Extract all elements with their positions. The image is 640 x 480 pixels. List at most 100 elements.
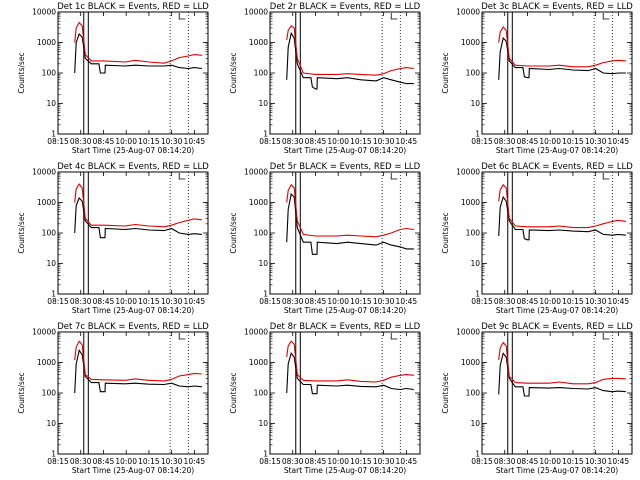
plot-frame [481,331,633,455]
y-axis-label: Counts/sec [441,372,450,413]
x-tick-label: 10:00 [115,297,137,306]
plot-frame [57,11,209,135]
y-tick-label: 10000 [32,328,56,337]
x-tick-label: 10:00 [327,457,349,466]
x-tick-label: 08:15 [259,457,281,466]
plot-frame [269,11,421,135]
y-tick-label: 1 [475,290,480,299]
top-bracket-marker [178,333,186,340]
red-series-line [286,340,414,383]
x-tick-label: 08:30 [494,297,516,306]
x-axis-label: Start Time (25-Aug-07 08:14:20) [496,146,618,155]
x-axis-label: Start Time (25-Aug-07 08:14:20) [496,466,618,475]
panel-title: Det 8r BLACK = Events, RED = LLD [270,322,421,332]
top-bracket-marker [178,173,186,180]
red-series-line [74,340,202,382]
x-tick-label: 10:45 [184,457,206,466]
x-tick-label: 08:45 [93,457,115,466]
plot-frame [481,171,633,295]
x-tick-label: 10:15 [350,297,372,306]
panel-title: Det 7c BLACK = Events, RED = LLD [57,322,209,332]
y-tick-label: 10 [46,419,56,428]
x-tick-label: 08:15 [471,457,493,466]
x-tick-label: 10:30 [373,297,395,306]
black-series-line [498,36,626,80]
x-tick-label: 08:15 [47,457,69,466]
y-tick-label: 1 [475,450,480,459]
y-tick-label: 1 [263,450,268,459]
x-tick-label: 08:45 [305,297,327,306]
x-tick-label: 08:30 [282,137,304,146]
x-tick-label: 08:30 [282,297,304,306]
x-tick-label: 10:00 [327,137,349,146]
red-series-line [498,341,626,385]
x-tick-label: 08:45 [517,457,539,466]
y-tick-label: 100 [466,69,481,78]
y-tick-label: 1 [475,130,480,139]
black-series-line [74,32,202,74]
black-series-line [498,352,626,397]
plot-frame [57,171,209,295]
x-tick-label: 08:30 [494,457,516,466]
x-tick-label: 08:15 [471,137,493,146]
y-tick-label: 10000 [32,168,56,177]
x-tick-label: 10:15 [562,137,584,146]
top-bracket-marker [602,173,610,180]
y-tick-label: 10 [46,99,56,108]
x-tick-label: 08:45 [517,137,539,146]
y-tick-label: 100 [42,229,57,238]
plot-frame [269,331,421,455]
x-tick-label: 08:15 [47,137,69,146]
x-tick-label: 08:45 [93,137,115,146]
y-tick-label: 1000 [249,358,268,367]
panel-title: Det 5r BLACK = Events, RED = LLD [270,162,421,172]
y-tick-label: 1 [51,130,56,139]
top-bracket-marker [390,13,398,20]
x-tick-label: 10:30 [161,137,183,146]
x-tick-label: 10:45 [608,137,630,146]
x-tick-label: 10:15 [138,137,160,146]
red-series-line [286,25,414,76]
x-tick-label: 10:30 [373,137,395,146]
black-series-line [286,352,414,395]
red-series-line [74,183,202,228]
top-bracket-marker [390,173,398,180]
y-tick-label: 1000 [37,38,56,47]
y-tick-label: 1000 [37,198,56,207]
x-tick-label: 10:45 [608,297,630,306]
x-tick-label: 10:15 [350,457,372,466]
y-tick-label: 10 [470,419,480,428]
y-tick-label: 1000 [461,358,480,367]
y-tick-label: 1000 [461,38,480,47]
panel-title: Det 2r BLACK = Events, RED = LLD [270,2,421,12]
panel-title: Det 1c BLACK = Events, RED = LLD [57,2,209,12]
x-tick-label: 10:30 [161,457,183,466]
y-axis-label: Counts/sec [441,212,450,253]
x-tick-label: 08:30 [494,137,516,146]
x-tick-label: 08:30 [70,137,92,146]
y-tick-label: 100 [254,229,269,238]
y-tick-label: 1 [263,130,268,139]
red-series-line [498,183,626,229]
black-series-line [498,195,626,241]
y-axis-label: Counts/sec [441,52,450,93]
y-tick-label: 100 [42,69,57,78]
y-tick-label: 1 [51,290,56,299]
y-tick-label: 10 [470,99,480,108]
y-axis-label: Counts/sec [229,372,238,413]
x-tick-label: 08:45 [517,297,539,306]
red-series-line [286,183,414,238]
y-tick-label: 100 [466,389,481,398]
x-tick-label: 08:30 [70,457,92,466]
red-series-line [498,26,626,68]
x-tick-label: 10:00 [539,457,561,466]
y-tick-label: 1000 [37,358,56,367]
y-axis-label: Counts/sec [17,212,26,253]
x-tick-label: 10:30 [585,297,607,306]
x-tick-label: 10:15 [562,297,584,306]
x-tick-label: 08:30 [282,457,304,466]
y-axis-label: Counts/sec [229,212,238,253]
x-tick-label: 10:30 [161,297,183,306]
x-tick-label: 10:00 [539,137,561,146]
